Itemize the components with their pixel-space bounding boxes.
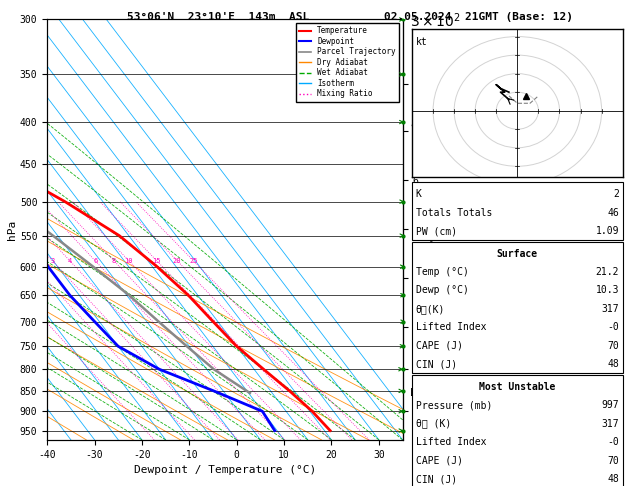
Text: Lifted Index: Lifted Index xyxy=(416,322,486,332)
Text: 317: 317 xyxy=(601,304,619,314)
Text: 317: 317 xyxy=(601,418,619,429)
Text: CAPE (J): CAPE (J) xyxy=(416,341,463,351)
Text: 8: 8 xyxy=(112,258,116,264)
Text: Pressure (mb): Pressure (mb) xyxy=(416,400,492,410)
Text: 20: 20 xyxy=(173,258,181,264)
Text: 1.09: 1.09 xyxy=(596,226,619,236)
Text: Temp (°C): Temp (°C) xyxy=(416,267,469,277)
Text: 2: 2 xyxy=(613,189,619,199)
Text: θᴇ(K): θᴇ(K) xyxy=(416,304,445,314)
Text: Totals Totals: Totals Totals xyxy=(416,208,492,218)
Text: K: K xyxy=(416,189,421,199)
Text: 21.2: 21.2 xyxy=(596,267,619,277)
Text: 70: 70 xyxy=(607,455,619,466)
Text: 02.05.2024  21GMT (Base: 12): 02.05.2024 21GMT (Base: 12) xyxy=(384,12,572,22)
Text: 48: 48 xyxy=(607,474,619,484)
Text: 6: 6 xyxy=(93,258,97,264)
Text: 3: 3 xyxy=(50,258,54,264)
Text: 10.3: 10.3 xyxy=(596,285,619,295)
Text: 46: 46 xyxy=(607,208,619,218)
Text: Lifted Index: Lifted Index xyxy=(416,437,486,447)
Text: kt: kt xyxy=(416,36,428,47)
Text: -0: -0 xyxy=(607,322,619,332)
Text: 4: 4 xyxy=(67,258,72,264)
Text: 53°06'N  23°10'E  143m  ASL: 53°06'N 23°10'E 143m ASL xyxy=(126,12,309,22)
Y-axis label: hPa: hPa xyxy=(7,220,17,240)
Text: CIN (J): CIN (J) xyxy=(416,359,457,369)
Text: CAPE (J): CAPE (J) xyxy=(416,455,463,466)
Text: 997: 997 xyxy=(601,400,619,410)
Text: Most Unstable: Most Unstable xyxy=(479,382,555,392)
Text: -0: -0 xyxy=(607,437,619,447)
Text: 48: 48 xyxy=(607,359,619,369)
Text: LCL: LCL xyxy=(409,388,427,398)
Text: 15: 15 xyxy=(152,258,161,264)
Text: Mixing Ratio (g/kg): Mixing Ratio (g/kg) xyxy=(431,224,440,319)
Text: θᴇ (K): θᴇ (K) xyxy=(416,418,451,429)
Legend: Temperature, Dewpoint, Parcel Trajectory, Dry Adiabat, Wet Adiabat, Isotherm, Mi: Temperature, Dewpoint, Parcel Trajectory… xyxy=(296,23,399,102)
Text: PW (cm): PW (cm) xyxy=(416,226,457,236)
Text: 70: 70 xyxy=(607,341,619,351)
Text: 10: 10 xyxy=(125,258,133,264)
Text: Dewp (°C): Dewp (°C) xyxy=(416,285,469,295)
X-axis label: Dewpoint / Temperature (°C): Dewpoint / Temperature (°C) xyxy=(134,465,316,475)
Text: Surface: Surface xyxy=(497,248,538,259)
Text: CIN (J): CIN (J) xyxy=(416,474,457,484)
Text: © weatheronline.co.uk: © weatheronline.co.uk xyxy=(465,471,570,480)
Text: 25: 25 xyxy=(189,258,198,264)
